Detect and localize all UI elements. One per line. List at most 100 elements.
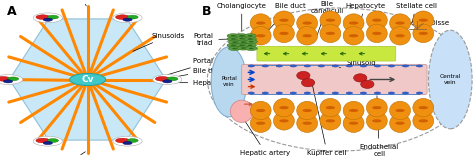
Ellipse shape bbox=[250, 27, 271, 45]
Text: Cv: Cv bbox=[82, 75, 94, 84]
Circle shape bbox=[245, 40, 257, 44]
Circle shape bbox=[346, 92, 353, 94]
Text: Portal
triad: Portal triad bbox=[193, 33, 232, 46]
Text: Sinusoid: Sinusoid bbox=[339, 60, 375, 68]
Circle shape bbox=[279, 19, 289, 22]
Ellipse shape bbox=[297, 114, 318, 132]
Circle shape bbox=[245, 46, 257, 51]
Ellipse shape bbox=[273, 11, 294, 29]
Ellipse shape bbox=[297, 71, 310, 80]
Text: Portal vein: Portal vein bbox=[168, 58, 230, 75]
Ellipse shape bbox=[211, 47, 246, 117]
Circle shape bbox=[372, 19, 382, 22]
Ellipse shape bbox=[390, 114, 410, 132]
Circle shape bbox=[249, 41, 254, 42]
Circle shape bbox=[236, 43, 248, 47]
Circle shape bbox=[123, 18, 132, 21]
Text: Bile duct: Bile duct bbox=[168, 68, 224, 78]
Ellipse shape bbox=[343, 27, 364, 45]
Circle shape bbox=[248, 65, 255, 67]
Ellipse shape bbox=[366, 11, 387, 29]
Circle shape bbox=[153, 75, 182, 84]
Ellipse shape bbox=[250, 114, 271, 132]
Ellipse shape bbox=[428, 30, 472, 129]
Circle shape bbox=[360, 92, 366, 94]
Text: Bile duct: Bile duct bbox=[268, 3, 306, 31]
Circle shape bbox=[276, 92, 283, 94]
Ellipse shape bbox=[413, 98, 434, 117]
Ellipse shape bbox=[230, 100, 253, 122]
Circle shape bbox=[349, 21, 358, 25]
Circle shape bbox=[0, 75, 23, 84]
Circle shape bbox=[419, 106, 428, 109]
Text: Endothelial
cell: Endothelial cell bbox=[360, 96, 399, 157]
Circle shape bbox=[332, 92, 338, 94]
Text: Portal
vein: Portal vein bbox=[221, 76, 237, 87]
Circle shape bbox=[302, 109, 312, 112]
Ellipse shape bbox=[343, 14, 364, 32]
Circle shape bbox=[237, 40, 249, 44]
Circle shape bbox=[47, 15, 58, 19]
Ellipse shape bbox=[320, 98, 341, 117]
Circle shape bbox=[244, 43, 256, 47]
Text: Cholangiocyte: Cholangiocyte bbox=[217, 3, 267, 31]
Ellipse shape bbox=[343, 101, 364, 120]
Circle shape bbox=[262, 92, 268, 94]
Circle shape bbox=[419, 119, 428, 122]
Text: Space of Disse: Space of Disse bbox=[398, 20, 449, 35]
Circle shape bbox=[36, 138, 50, 143]
Circle shape bbox=[256, 109, 265, 112]
Circle shape bbox=[123, 142, 132, 145]
Circle shape bbox=[276, 65, 283, 67]
Circle shape bbox=[326, 19, 335, 22]
Ellipse shape bbox=[413, 24, 434, 43]
Circle shape bbox=[167, 77, 178, 81]
Circle shape bbox=[244, 34, 256, 38]
Circle shape bbox=[33, 136, 63, 146]
Ellipse shape bbox=[301, 79, 315, 87]
Circle shape bbox=[360, 65, 366, 67]
Circle shape bbox=[304, 92, 310, 94]
Circle shape bbox=[290, 92, 297, 94]
Circle shape bbox=[236, 36, 248, 41]
Circle shape bbox=[304, 65, 310, 67]
Circle shape bbox=[318, 65, 325, 67]
Circle shape bbox=[228, 46, 241, 51]
Ellipse shape bbox=[273, 24, 294, 43]
Circle shape bbox=[349, 109, 358, 112]
Circle shape bbox=[374, 65, 381, 67]
FancyBboxPatch shape bbox=[257, 46, 396, 61]
Ellipse shape bbox=[343, 114, 364, 132]
Circle shape bbox=[374, 92, 381, 94]
Text: Sinusoids: Sinusoids bbox=[133, 33, 185, 51]
Circle shape bbox=[237, 46, 249, 50]
Circle shape bbox=[231, 45, 236, 46]
Circle shape bbox=[372, 32, 382, 35]
Polygon shape bbox=[9, 19, 166, 140]
Ellipse shape bbox=[366, 112, 387, 130]
Circle shape bbox=[236, 34, 248, 38]
Circle shape bbox=[372, 119, 382, 122]
Ellipse shape bbox=[361, 80, 374, 88]
Text: Kupffer cell: Kupffer cell bbox=[307, 85, 347, 156]
Circle shape bbox=[36, 15, 50, 19]
Circle shape bbox=[127, 15, 138, 19]
Text: A: A bbox=[7, 5, 17, 18]
Ellipse shape bbox=[366, 98, 387, 117]
Circle shape bbox=[332, 65, 338, 67]
Text: Central
vein: Central vein bbox=[439, 74, 461, 85]
Circle shape bbox=[239, 38, 244, 39]
Ellipse shape bbox=[273, 98, 294, 117]
Circle shape bbox=[372, 106, 382, 109]
Circle shape bbox=[248, 38, 253, 40]
Ellipse shape bbox=[250, 14, 271, 32]
Text: Hepatic artery: Hepatic artery bbox=[168, 80, 244, 86]
Circle shape bbox=[326, 106, 335, 109]
Circle shape bbox=[395, 21, 405, 25]
Ellipse shape bbox=[320, 24, 341, 43]
Ellipse shape bbox=[366, 24, 387, 43]
Text: Hepatocyte: Hepatocyte bbox=[345, 3, 385, 20]
Ellipse shape bbox=[250, 101, 271, 120]
Circle shape bbox=[241, 47, 246, 49]
Circle shape bbox=[279, 106, 289, 109]
